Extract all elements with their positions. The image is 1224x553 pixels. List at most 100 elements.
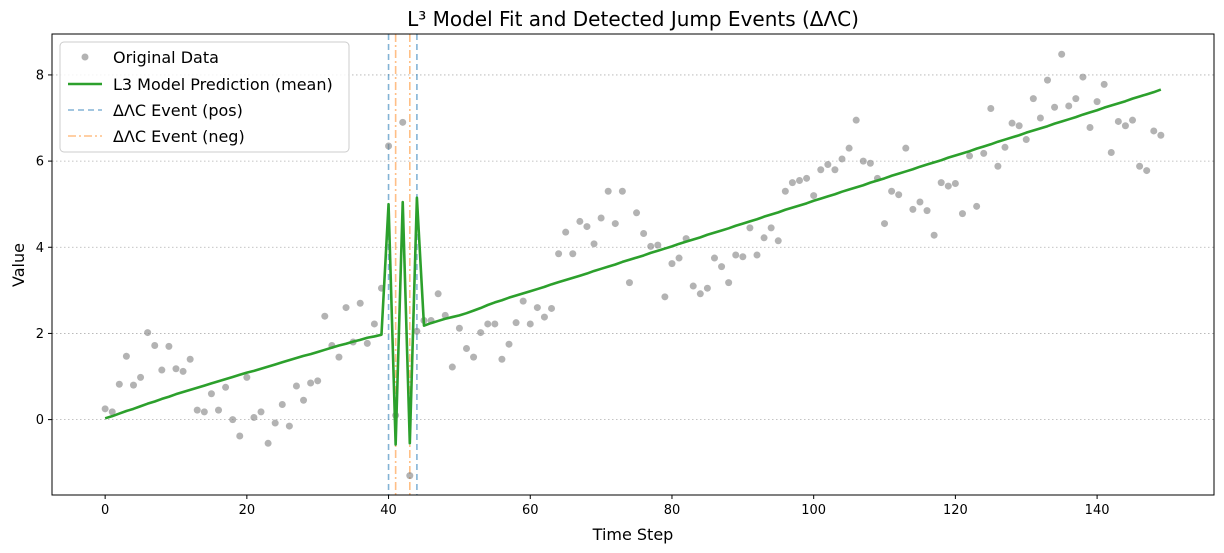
data-point: [448, 363, 456, 371]
data-point: [966, 152, 974, 160]
data-point: [229, 416, 237, 424]
data-point: [533, 304, 541, 312]
x-tick-label: 80: [664, 503, 681, 518]
data-point: [909, 205, 917, 213]
data-point: [767, 224, 775, 232]
data-point: [590, 240, 598, 248]
data-point: [788, 179, 796, 187]
data-point: [137, 373, 145, 381]
data-point: [186, 355, 194, 363]
legend-label-model: L3 Model Prediction (mean): [113, 75, 333, 94]
data-point: [257, 408, 265, 416]
data-point: [703, 284, 711, 292]
data-point: [1129, 116, 1137, 124]
y-tick-label: 4: [36, 241, 44, 256]
data-point: [859, 157, 867, 165]
data-point: [604, 187, 612, 195]
data-point: [774, 237, 782, 245]
data-point: [236, 432, 244, 440]
data-point: [314, 377, 322, 385]
data-point: [1136, 162, 1144, 170]
data-point: [654, 241, 662, 249]
data-point: [165, 342, 173, 350]
data-point: [193, 406, 201, 414]
data-point: [640, 229, 648, 237]
data-point: [746, 224, 754, 232]
data-point: [271, 419, 279, 427]
legend-label-event-pos: ΔΛC Event (pos): [113, 101, 243, 120]
data-point: [158, 366, 166, 374]
x-tick-label: 0: [101, 503, 109, 518]
x-tick-label: 20: [239, 503, 256, 518]
data-point: [250, 413, 258, 421]
data-point: [462, 345, 470, 353]
data-point: [370, 320, 378, 328]
x-tick-label: 120: [943, 503, 968, 518]
data-point: [1157, 131, 1165, 139]
data-point: [555, 250, 563, 258]
data-point: [803, 174, 811, 182]
data-point: [725, 279, 733, 287]
data-point: [675, 254, 683, 262]
data-point: [718, 263, 726, 271]
x-tick-label: 60: [522, 503, 539, 518]
data-point: [845, 144, 853, 152]
data-point: [661, 293, 669, 301]
data-point: [1072, 95, 1080, 103]
data-point: [583, 223, 591, 231]
data-point: [292, 382, 300, 390]
y-axis-ticks: 0 2 4 6 8: [36, 68, 52, 428]
data-point: [980, 149, 988, 157]
data-point: [470, 353, 478, 361]
data-point: [222, 383, 230, 391]
data-point: [852, 116, 860, 124]
data-point: [151, 341, 159, 349]
data-point: [484, 320, 492, 328]
data-point: [512, 319, 520, 327]
data-point: [548, 304, 556, 312]
data-point: [647, 242, 655, 250]
data-point: [1079, 73, 1087, 81]
data-point: [455, 324, 463, 332]
legend-marker-original-data: [81, 53, 89, 61]
event-lines: [387, 34, 418, 495]
chart-title: L³ Model Fit and Detected Jump Events (Δ…: [407, 7, 859, 31]
x-tick-label: 40: [380, 503, 397, 518]
data-point: [838, 155, 846, 163]
data-point: [1043, 76, 1051, 84]
data-point: [215, 406, 223, 414]
y-tick-label: 6: [36, 155, 44, 170]
x-tick-label: 100: [801, 503, 826, 518]
data-point: [540, 313, 548, 321]
data-point: [108, 408, 116, 416]
data-point: [300, 396, 308, 404]
data-point: [1015, 122, 1023, 130]
data-point: [1086, 123, 1094, 131]
data-point: [1093, 98, 1101, 106]
data-point: [1051, 103, 1059, 111]
data-point: [597, 214, 605, 222]
data-point: [973, 202, 981, 210]
data-point: [831, 166, 839, 174]
data-point: [498, 355, 506, 363]
data-point: [625, 279, 633, 287]
data-point: [264, 439, 272, 447]
model-line-series: [104, 88, 1162, 446]
data-point: [902, 144, 910, 152]
data-point: [689, 282, 697, 290]
data-point: [618, 187, 626, 195]
data-point: [1150, 127, 1158, 135]
data-point: [129, 381, 137, 389]
data-point: [1029, 95, 1037, 103]
data-point: [817, 166, 825, 174]
data-point: [569, 250, 577, 258]
data-point: [696, 290, 704, 298]
data-point: [994, 162, 1002, 170]
data-point: [562, 228, 570, 236]
data-point: [760, 234, 768, 242]
data-point: [385, 142, 393, 150]
data-point: [406, 472, 414, 480]
plot-frame: [51, 33, 1215, 496]
data-point: [1114, 117, 1122, 125]
